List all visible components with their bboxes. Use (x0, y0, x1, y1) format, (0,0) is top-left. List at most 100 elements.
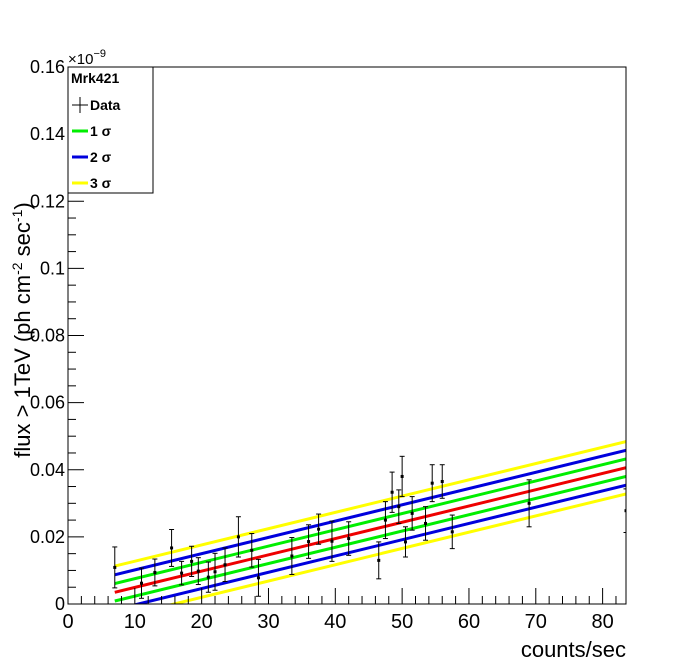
data-point (205, 561, 211, 593)
legend-item-3sigma: 3 σ (72, 175, 112, 191)
data-point (526, 479, 532, 528)
point-marker (527, 501, 531, 505)
data-point (289, 537, 295, 575)
data-point (316, 513, 322, 545)
data-point (306, 524, 312, 559)
point-marker (397, 505, 401, 509)
point-marker (223, 563, 227, 567)
legend-item-2sigma: 2 σ (72, 149, 112, 165)
point-marker (290, 554, 294, 558)
data-points (112, 455, 626, 599)
legend-data-label: Data (90, 97, 121, 113)
y-exponent-label: ×10−9 (68, 48, 106, 68)
band-3sigma-upper (114, 440, 626, 568)
x-tick-label: 60 (458, 611, 480, 633)
point-marker (140, 581, 144, 585)
y-exponent-base: ×10 (68, 51, 93, 68)
y-axis-title-sup1: -2 (9, 262, 25, 275)
point-marker (307, 540, 311, 544)
data-point (376, 541, 382, 580)
y-tick-label: 0.08 (30, 326, 65, 346)
x-tick-label: 50 (391, 611, 413, 633)
y-tick-label: 0 (55, 594, 65, 614)
y-axis-title-main: flux > 1TeV (ph cm (10, 275, 35, 458)
point-marker (180, 571, 184, 575)
x-tick-label: 0 (62, 611, 73, 633)
point-marker (317, 527, 321, 531)
data-point (112, 546, 118, 589)
data-point (346, 521, 352, 556)
y-axis-title-sup2: -1 (9, 209, 25, 222)
legend-1sigma-label: 1 σ (90, 123, 112, 139)
y-axis-title-mid: sec (10, 222, 35, 262)
x-tick-label: 80 (591, 611, 613, 633)
data-point (139, 567, 145, 599)
point-marker (400, 474, 404, 478)
x-tick-label: 70 (525, 611, 547, 633)
point-marker (256, 576, 260, 580)
point-marker (440, 479, 444, 483)
y-axis-title-end: ) (10, 202, 35, 209)
point-marker (213, 570, 217, 574)
point-marker (424, 521, 428, 525)
legend-2sigma-label: 2 σ (90, 149, 112, 165)
legend-3sigma-label: 3 σ (90, 175, 112, 191)
point-marker (330, 539, 334, 543)
y-tick-label: 0.06 (30, 393, 65, 413)
data-point (249, 533, 255, 568)
data-point (429, 464, 435, 503)
band-2sigma-upper (114, 448, 626, 577)
legend-title: Mrk421 (71, 70, 119, 86)
point-marker (196, 569, 200, 573)
axis-ticks: 0 10 20 30 40 50 60 70 80 0 0.02 0.04 0.06 0.08 0.1 0.1… (30, 57, 617, 633)
data-point (402, 526, 408, 558)
y-tick-label: 0.16 (30, 57, 65, 77)
data-point (396, 489, 402, 524)
data-point (389, 471, 395, 513)
y-tick-label: 0.1 (40, 258, 65, 278)
data-point (409, 496, 415, 531)
point-marker (390, 490, 394, 494)
x-tick-label: 40 (324, 611, 346, 633)
x-axis-title: counts/sec (521, 637, 626, 662)
data-point (382, 501, 388, 540)
data-point (169, 528, 175, 567)
legend: Mrk421 Data 1 σ 2 σ 3 σ (67, 66, 154, 194)
band-3sigma-lower (167, 492, 626, 604)
x-tick-label: 30 (257, 611, 279, 633)
y-tick-label: 0.04 (30, 460, 65, 480)
point-marker (250, 548, 254, 552)
point-marker (450, 530, 454, 534)
data-point (195, 557, 201, 586)
point-marker (624, 509, 626, 513)
legend-item-1sigma: 1 σ (72, 123, 112, 139)
legend-item-data: Data (72, 97, 121, 113)
point-marker (403, 540, 407, 544)
data-point (449, 514, 455, 550)
data-point (222, 547, 228, 583)
data-point (423, 506, 429, 541)
point-marker (206, 575, 210, 579)
data-point (212, 552, 218, 591)
point-marker (190, 559, 194, 563)
y-tick-label: 0.14 (30, 124, 65, 144)
data-point (179, 560, 185, 586)
y-tick-label: 0.12 (30, 191, 65, 211)
data-point (255, 558, 261, 597)
point-marker (113, 565, 117, 569)
y-exponent-power: −9 (93, 48, 106, 60)
band-1sigma-upper (114, 457, 626, 586)
point-marker (410, 511, 414, 515)
point-marker (153, 570, 157, 574)
data-point (623, 488, 626, 534)
y-axis-title: flux > 1TeV (ph cm-2 sec-1) (9, 202, 35, 457)
data-point (399, 455, 405, 498)
data-point (329, 520, 335, 562)
point-marker (430, 481, 434, 485)
band-1sigma-lower (114, 475, 626, 603)
point-marker (347, 537, 351, 541)
x-tick-label: 10 (124, 611, 146, 633)
data-point (235, 516, 241, 558)
y-tick-label: 0.02 (30, 527, 65, 547)
